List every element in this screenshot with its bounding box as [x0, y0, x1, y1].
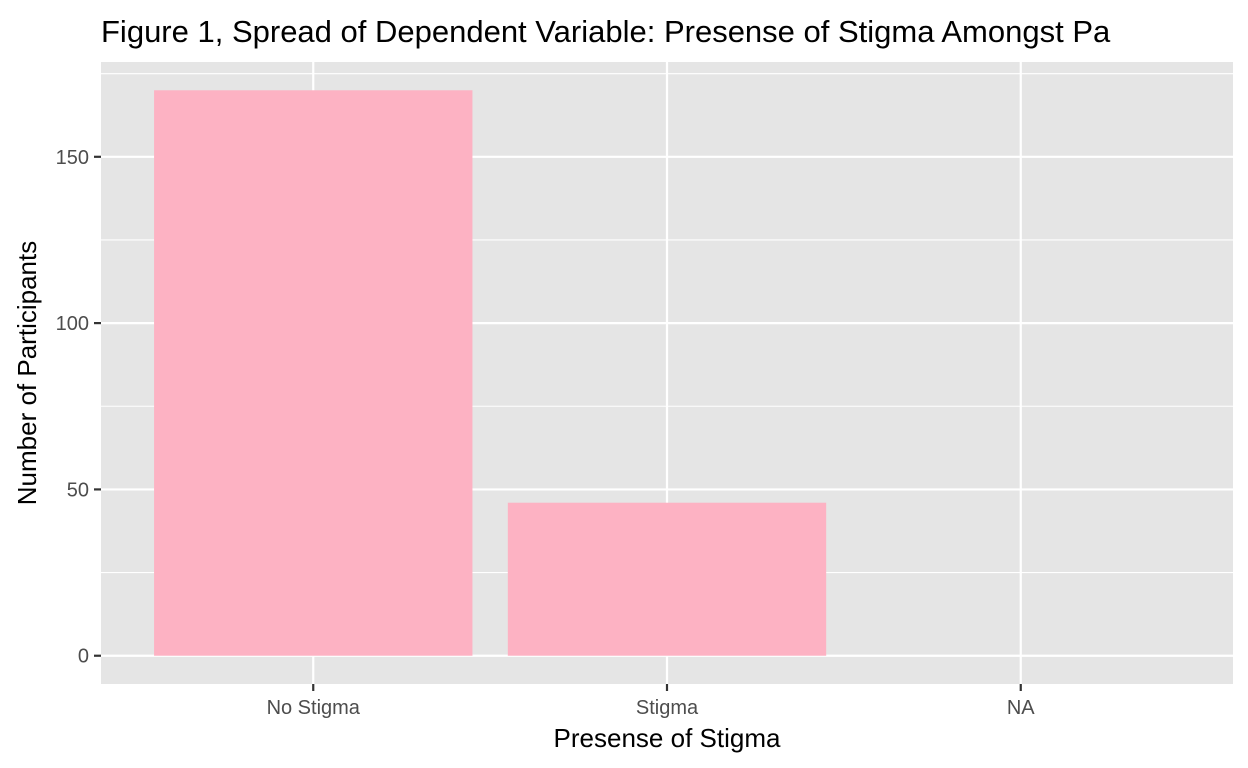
chart-title: Figure 1, Spread of Dependent Variable: …	[101, 14, 1111, 49]
x-tick-label: NA	[1007, 697, 1035, 719]
y-axis: 0 50 100 150	[56, 147, 101, 668]
y-tick-label: 50	[67, 479, 89, 501]
y-tick-label: 100	[56, 313, 89, 335]
x-axis: No Stigma Stigma NA	[267, 684, 1035, 719]
bar	[507, 502, 827, 656]
y-tick-label: 0	[78, 646, 89, 668]
x-axis-title: Presense of Stigma	[554, 723, 781, 753]
x-tick-label: Stigma	[636, 697, 699, 719]
y-tick-label: 150	[56, 147, 89, 169]
bars	[154, 90, 827, 656]
x-tick-label: No Stigma	[267, 697, 361, 719]
bar	[154, 90, 473, 656]
y-axis-title: Number of Participants	[12, 241, 42, 505]
